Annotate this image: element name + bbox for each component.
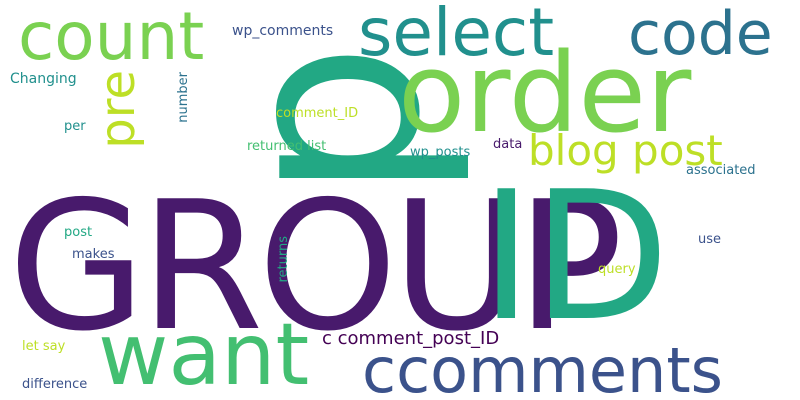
word-changing: Changing	[10, 71, 77, 87]
word-returned-list: returned list	[247, 139, 327, 154]
word-comment-id: comment_ID	[276, 106, 359, 121]
word-use: use	[698, 232, 722, 247]
word-ccomments: ccomments	[362, 334, 723, 400]
word-number: number	[176, 72, 191, 123]
word-want: want	[98, 305, 310, 400]
word-wp-posts: wp_posts	[410, 145, 471, 160]
word-let-say: let say	[22, 339, 66, 354]
word-group: GROUP	[8, 163, 623, 370]
word-post: post	[64, 225, 93, 240]
word-blog-post: blog post	[528, 126, 723, 175]
word-pre: pre	[90, 70, 146, 149]
word-count: count	[18, 0, 205, 75]
word-data: data	[493, 137, 523, 152]
word-c-comment-post-id: c comment_post_ID	[322, 328, 500, 349]
word-query: query	[598, 262, 636, 277]
word-associated: associated	[686, 163, 756, 178]
word-id: ID	[480, 153, 670, 360]
word-difference: difference	[22, 377, 88, 392]
word-wp-comments: wp_comments	[232, 23, 334, 39]
word-per: per	[64, 119, 86, 134]
word-order: order	[398, 29, 692, 157]
word-select: select	[358, 0, 555, 71]
word-returns: returns	[276, 236, 291, 283]
word-code: code	[628, 0, 773, 69]
word-makes: makes	[72, 247, 115, 262]
